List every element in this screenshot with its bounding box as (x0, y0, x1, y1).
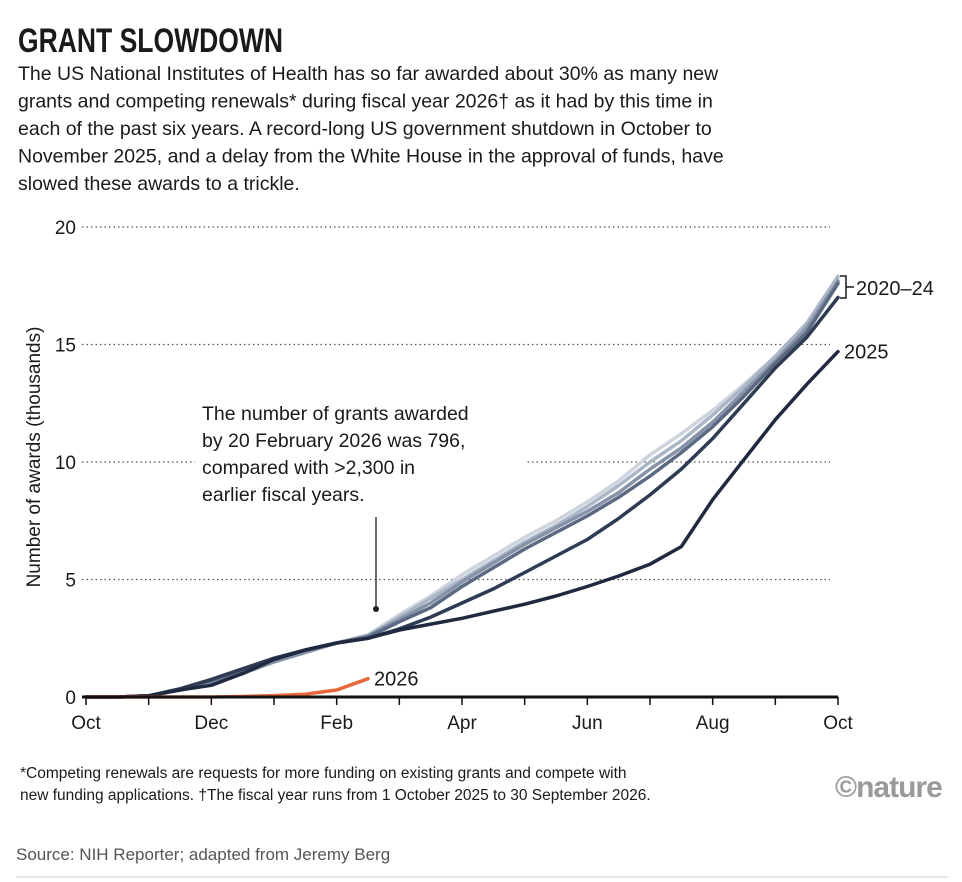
x-tick-label: Dec (194, 713, 228, 734)
subtitle-line: each of the past six years. A record-lon… (18, 118, 712, 140)
y-tick-label: 5 (65, 571, 76, 592)
subtitle-line: The US National Institutes of Health has… (18, 63, 719, 85)
y-axis-label: Number of awards (thousands) (24, 327, 45, 588)
source: Source: NIH Reporter; adapted from Jerem… (16, 845, 390, 864)
x-tick-label: Jun (572, 713, 603, 734)
y-tick-label: 15 (55, 336, 76, 357)
annotation-line: compared with >2,300 in (202, 457, 415, 479)
x-tick-label: Oct (71, 713, 101, 734)
subtitle-line: slowed these awards to a trickle. (18, 173, 300, 195)
series-label: 2026 (374, 669, 419, 691)
series-line (84, 676, 370, 699)
series-line (84, 279, 840, 699)
x-tick-label: Oct (823, 713, 853, 734)
subtitle-line: grants and competing renewals* during fi… (18, 91, 713, 113)
y-tick-label: 10 (55, 453, 76, 474)
footnote-line: new funding applications. †The fiscal ye… (20, 787, 651, 804)
chart-title: GRANT SLOWDOWN (18, 22, 283, 60)
y-tick-label: 20 (55, 218, 76, 239)
series-label: 2020–24 (856, 278, 934, 300)
series-line (84, 349, 840, 699)
x-tick-label: Apr (447, 713, 477, 734)
series-label: 2025 (844, 342, 889, 364)
series-line (84, 295, 840, 699)
logo: ©nature (835, 771, 942, 804)
annotation-background (195, 398, 525, 514)
footnote-line: *Competing renewals are requests for mor… (20, 765, 627, 782)
x-tick-label: Aug (696, 713, 730, 734)
annotation-line: The number of grants awarded (202, 403, 469, 425)
annotation-line: by 20 February 2026 was 796, (202, 430, 465, 452)
x-tick-label: Feb (320, 713, 353, 734)
subtitle-line: November 2025, and a delay from the Whit… (18, 146, 724, 168)
bracket (840, 275, 854, 299)
y-tick-label: 0 (65, 688, 76, 709)
annotation-line: earlier fiscal years. (202, 484, 365, 506)
annotation-dot (373, 606, 379, 612)
